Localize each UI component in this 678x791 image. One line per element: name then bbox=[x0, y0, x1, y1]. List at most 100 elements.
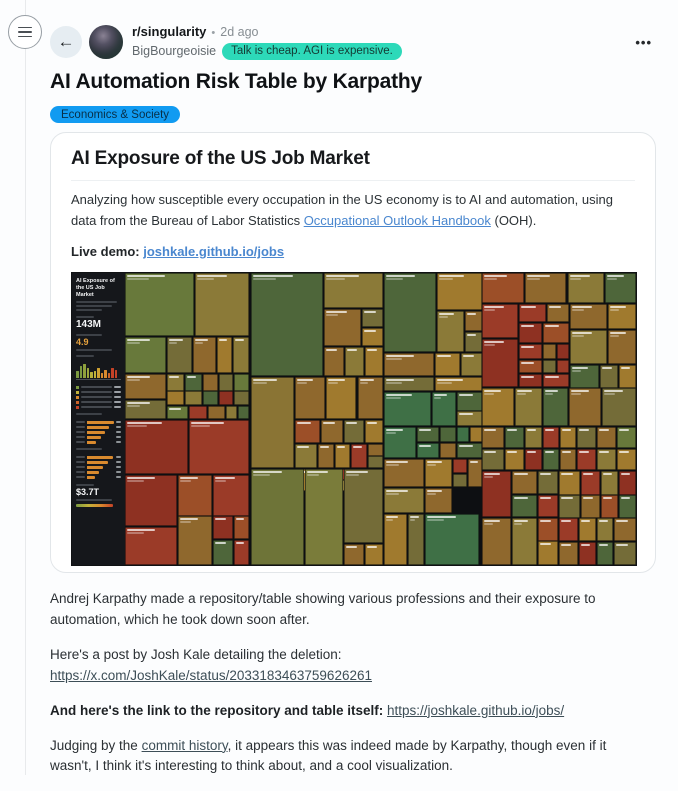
treemap-tile bbox=[416, 427, 440, 443]
treemap-tile bbox=[616, 427, 636, 449]
treemap-tile bbox=[605, 272, 636, 303]
post-body: Andrej Karpathy made a repository/table … bbox=[50, 589, 650, 777]
treemap-tile bbox=[320, 420, 344, 444]
treemap-tile bbox=[367, 444, 384, 456]
treemap-tile bbox=[125, 373, 167, 400]
treemap-tile bbox=[185, 391, 202, 406]
post-header: ← r/singularity • 2d ago BigBourgeoisie … bbox=[50, 24, 656, 61]
treemap-tile bbox=[167, 406, 188, 420]
treemap-tile bbox=[384, 458, 424, 488]
back-button[interactable]: ← bbox=[50, 26, 82, 59]
link-preview-card[interactable]: AI Exposure of the US Job Market Analyzi… bbox=[50, 132, 656, 573]
repo-link[interactable]: https://joshkale.github.io/jobs/ bbox=[387, 702, 565, 718]
treemap-tile bbox=[558, 495, 581, 518]
live-demo-row: Live demo: joshkale.github.io/jobs bbox=[71, 244, 635, 259]
hamburger-icon bbox=[18, 26, 32, 29]
treemap-tile bbox=[519, 323, 542, 343]
treemap-tile bbox=[504, 449, 525, 471]
treemap-tile bbox=[195, 272, 249, 337]
treemap-tile bbox=[234, 516, 249, 540]
left-rail-divider bbox=[25, 0, 26, 775]
hamburger-menu-button[interactable] bbox=[8, 15, 42, 49]
treemap-tile bbox=[188, 406, 208, 420]
treemap-tile bbox=[481, 303, 519, 338]
treemap-tile bbox=[367, 456, 384, 468]
treemap-tile bbox=[608, 303, 636, 330]
treemap-tile bbox=[193, 337, 216, 373]
post-flair-badge[interactable]: Economics & Society bbox=[50, 106, 181, 124]
treemap-tile bbox=[324, 308, 362, 347]
overflow-menu-button[interactable]: ••• bbox=[635, 35, 652, 50]
treemap-tile bbox=[344, 544, 364, 565]
treemap-tile bbox=[437, 310, 464, 353]
treemap-tile bbox=[167, 373, 185, 391]
treemap-tile bbox=[596, 518, 613, 542]
body-paragraph-4: Judging by the commit history, it appear… bbox=[50, 737, 607, 774]
treemap-tile bbox=[558, 518, 578, 542]
treemap-tile bbox=[351, 444, 367, 468]
treemap-tile bbox=[364, 420, 384, 444]
treemap-tile bbox=[437, 272, 482, 310]
treemap-tile bbox=[519, 343, 542, 359]
treemap-tile bbox=[384, 427, 416, 459]
community-name[interactable]: r/singularity bbox=[132, 24, 207, 39]
treemap-tile bbox=[407, 514, 424, 565]
treemap-tile bbox=[542, 323, 569, 343]
treemap-tile bbox=[614, 541, 636, 565]
treemap-tile bbox=[324, 272, 384, 308]
treemap-tile bbox=[542, 449, 560, 471]
treemap-tile bbox=[557, 359, 569, 374]
treemap-tile bbox=[578, 541, 596, 565]
ooh-handbook-link[interactable]: Occupational Outlook Handbook bbox=[303, 213, 491, 229]
treemap-tile bbox=[608, 330, 636, 365]
author-name[interactable]: BigBourgeoisie bbox=[132, 43, 217, 58]
treemap-tile bbox=[305, 468, 344, 565]
treemap-tile bbox=[514, 388, 542, 427]
avatar[interactable] bbox=[89, 25, 123, 60]
treemap-tile bbox=[569, 330, 608, 365]
treemap-tile bbox=[250, 272, 324, 376]
panel-hbars-2 bbox=[76, 454, 121, 479]
live-demo-label: Live demo: bbox=[71, 243, 140, 259]
treemap-tile bbox=[602, 388, 636, 427]
live-demo-link[interactable]: joshkale.github.io/jobs bbox=[143, 243, 285, 259]
treemap-tile bbox=[189, 420, 249, 475]
treemap-tile bbox=[457, 427, 469, 443]
commit-history-link[interactable]: commit history bbox=[141, 737, 228, 753]
treemap-tile bbox=[167, 337, 193, 373]
treemap-tile bbox=[619, 471, 636, 495]
total-jobs-value: 143M bbox=[76, 318, 102, 330]
treemap-tile bbox=[325, 376, 357, 420]
treemap-tile bbox=[177, 516, 212, 565]
treemap-tile bbox=[560, 427, 577, 449]
treemap-tile bbox=[125, 400, 167, 420]
treemap-tile bbox=[225, 406, 237, 420]
treemap-tile bbox=[542, 388, 568, 427]
treemap-tile bbox=[212, 540, 234, 565]
card-description: Analyzing how susceptible every occupati… bbox=[71, 192, 613, 229]
treemap-tile bbox=[324, 347, 345, 376]
treemap-tile bbox=[384, 392, 431, 427]
treemap-tile bbox=[569, 365, 600, 388]
treemap-tile bbox=[362, 327, 384, 347]
treemap-tile bbox=[461, 353, 482, 376]
treemap-tile bbox=[250, 468, 305, 565]
treemap-tiles bbox=[125, 272, 636, 565]
treemap-tile bbox=[469, 427, 482, 443]
treemap-tile bbox=[384, 376, 435, 392]
xcom-status-link[interactable]: https://x.com/JoshKale/status/2033183463… bbox=[50, 667, 372, 683]
card-divider bbox=[71, 180, 635, 182]
treemap-tile bbox=[569, 303, 608, 330]
treemap-tile bbox=[512, 471, 537, 494]
treemap-tile bbox=[560, 449, 577, 471]
panel-hbars-1 bbox=[76, 419, 121, 444]
body-paragraph-2: Here's a post by Josh Kale detailing the… bbox=[50, 646, 372, 683]
post-timestamp: 2d ago bbox=[220, 25, 259, 39]
total-wages-value: $3.7T bbox=[76, 486, 100, 497]
treemap-tile bbox=[212, 516, 234, 540]
treemap-tile bbox=[600, 495, 619, 518]
treemap-tile bbox=[557, 343, 569, 359]
overflow-dots-icon: ••• bbox=[635, 34, 652, 50]
avg-score-value: 4.9 bbox=[76, 336, 89, 347]
treemap-tile bbox=[435, 353, 461, 376]
